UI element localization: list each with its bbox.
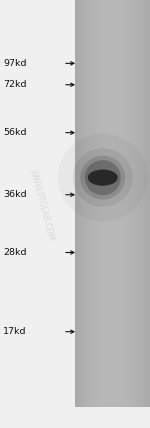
Bar (128, 0, 129, 407)
Bar (113, 0, 114, 407)
Bar (144, 0, 145, 407)
Bar (146, 0, 147, 407)
Bar (109, 0, 110, 407)
Bar (110, 0, 111, 407)
Bar (90, 0, 91, 407)
Text: 36kd: 36kd (3, 190, 27, 199)
Bar (75, 0, 76, 407)
Bar (139, 0, 140, 407)
Bar (94, 0, 95, 407)
Bar (97, 0, 98, 407)
Bar (142, 0, 143, 407)
Bar (83, 0, 84, 407)
Bar (118, 0, 119, 407)
Bar (123, 0, 124, 407)
Text: 97kd: 97kd (3, 59, 27, 68)
Bar (130, 0, 131, 407)
Bar (99, 0, 100, 407)
Bar (82, 0, 83, 407)
Bar (98, 0, 99, 407)
Bar (112, 0, 113, 407)
Bar (102, 0, 103, 407)
Bar (141, 0, 142, 407)
Bar (95, 0, 96, 407)
Bar (81, 0, 82, 407)
Bar (129, 0, 130, 407)
Bar (117, 0, 118, 407)
Bar (148, 0, 149, 407)
Ellipse shape (80, 156, 125, 199)
Bar (75, 0, 150, 407)
Bar (78, 0, 79, 407)
Bar (115, 0, 116, 407)
Bar (85, 0, 86, 407)
Bar (108, 0, 109, 407)
Bar (143, 0, 144, 407)
Bar (107, 0, 108, 407)
Bar (111, 0, 112, 407)
Bar (120, 0, 121, 407)
Bar (106, 0, 107, 407)
Bar (92, 0, 93, 407)
Bar (137, 0, 138, 407)
Bar (103, 0, 104, 407)
Bar (79, 0, 80, 407)
Bar (82, 0, 83, 407)
Bar (80, 0, 81, 407)
Bar (116, 0, 117, 407)
Bar (114, 0, 115, 407)
Bar (124, 0, 125, 407)
Bar (101, 0, 102, 407)
Text: 72kd: 72kd (3, 80, 27, 89)
Bar (133, 0, 134, 407)
Text: WWW.PTGLAB.COM: WWW.PTGLAB.COM (28, 169, 56, 242)
Bar (91, 0, 92, 407)
Ellipse shape (88, 169, 118, 186)
Bar (134, 0, 135, 407)
Bar (136, 0, 137, 407)
Bar (119, 0, 120, 407)
Bar (89, 0, 90, 407)
Bar (122, 0, 123, 407)
Bar (135, 0, 136, 407)
Bar (145, 0, 146, 407)
Ellipse shape (73, 149, 133, 207)
Bar (125, 0, 126, 407)
Bar (104, 0, 105, 407)
Bar (87, 0, 88, 407)
Text: 17kd: 17kd (3, 327, 27, 336)
Bar (105, 0, 106, 407)
Text: 56kd: 56kd (3, 128, 27, 137)
Bar (131, 0, 132, 407)
Bar (132, 0, 133, 407)
Text: 28kd: 28kd (3, 248, 27, 257)
Bar (127, 0, 128, 407)
Bar (88, 0, 89, 407)
Bar (100, 0, 101, 407)
Bar (140, 0, 141, 407)
Bar (126, 0, 127, 407)
Bar (77, 0, 78, 407)
Bar (96, 0, 97, 407)
Bar (121, 0, 122, 407)
Bar (149, 0, 150, 407)
Bar (76, 0, 77, 407)
Ellipse shape (85, 160, 121, 195)
Bar (93, 0, 94, 407)
Bar (86, 0, 87, 407)
Bar (84, 0, 85, 407)
Bar (138, 0, 139, 407)
Bar (147, 0, 148, 407)
